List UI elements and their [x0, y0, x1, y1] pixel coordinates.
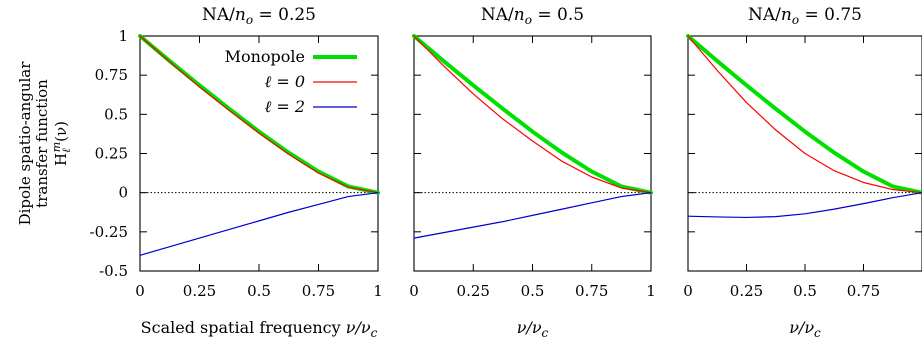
x-tick-label: 0.25	[730, 282, 763, 300]
y-tick-label: 0.25	[95, 145, 128, 163]
y-tick-label: 0.5	[104, 105, 128, 123]
series-line-monopole	[686, 34, 922, 195]
series-line-monopole	[412, 34, 653, 195]
y-axis-label: Dipole spatio-angular transfer function Hℓ…	[16, 61, 73, 226]
y-tick-label: 0	[118, 184, 128, 202]
legend-label-1: Monopole	[225, 47, 305, 66]
x-axis-label: ν/νc	[517, 318, 549, 340]
x-tick-label: 0.75	[575, 282, 608, 300]
x-tick-label: 0.25	[457, 282, 490, 300]
series-line-l0	[687, 35, 922, 194]
x-tick-label: 0.5	[247, 282, 271, 300]
series-line-monopole	[138, 34, 380, 195]
x-tick-label: 0	[683, 282, 693, 300]
x-tick-label: 0.5	[521, 282, 545, 300]
x-tick-label: 0.75	[302, 282, 335, 300]
x-tick-label: 0.75	[847, 282, 880, 300]
legend: Monopole ℓ = 0 ℓ = 2	[225, 47, 357, 116]
y-label-line-2: transfer function	[33, 79, 51, 208]
panel-title: NA/no = 0.5	[481, 5, 584, 27]
series-line-l2	[687, 192, 922, 219]
x-tick-label: 0	[409, 282, 419, 300]
x-tick-label: 0.25	[183, 282, 216, 300]
y-label-line-3: Hℓm(ν)	[50, 121, 73, 166]
x-axis-label: ν/νc	[789, 318, 821, 340]
legend-label-3: ℓ = 2	[265, 97, 305, 116]
x-axis-label: Scaled spatial frequency ν/νc	[141, 318, 378, 340]
y-tick-label: 0.75	[95, 66, 128, 84]
x-tick-label: 1	[373, 282, 383, 300]
series-line-l0	[413, 35, 652, 194]
panel-title: NA/no = 0.25	[202, 5, 316, 27]
panel-2: 0 0.25 0.5 0.75 1 NA/no = 0.5 ν/νc	[409, 5, 656, 340]
legend-label-2: ℓ = 0	[265, 72, 305, 91]
axes-box	[139, 35, 379, 272]
series-line-l2	[413, 192, 652, 239]
panel-title: NA/no = 0.75	[748, 5, 862, 27]
y-tick-label: 1	[118, 27, 128, 45]
x-tick-label: 0.5	[793, 282, 817, 300]
series-line-l2	[139, 192, 379, 256]
y-tick-label: -0.5	[99, 262, 128, 280]
panel-3: 0 0.25 0.5 0.75 NA/no = 0.75 ν/νc	[683, 5, 922, 340]
y-label-line-1: Dipole spatio-angular	[16, 61, 34, 226]
x-tick-label: 1	[646, 282, 656, 300]
y-tick-label: -0.25	[90, 223, 128, 241]
panel-1: -0.5 -0.25 0 0.25 0.5 0.75 1 0 0.25 0.5 0.75 1 NA/no…	[90, 5, 383, 340]
series-line-l0	[139, 35, 379, 194]
x-tick-label: 0	[135, 282, 145, 300]
